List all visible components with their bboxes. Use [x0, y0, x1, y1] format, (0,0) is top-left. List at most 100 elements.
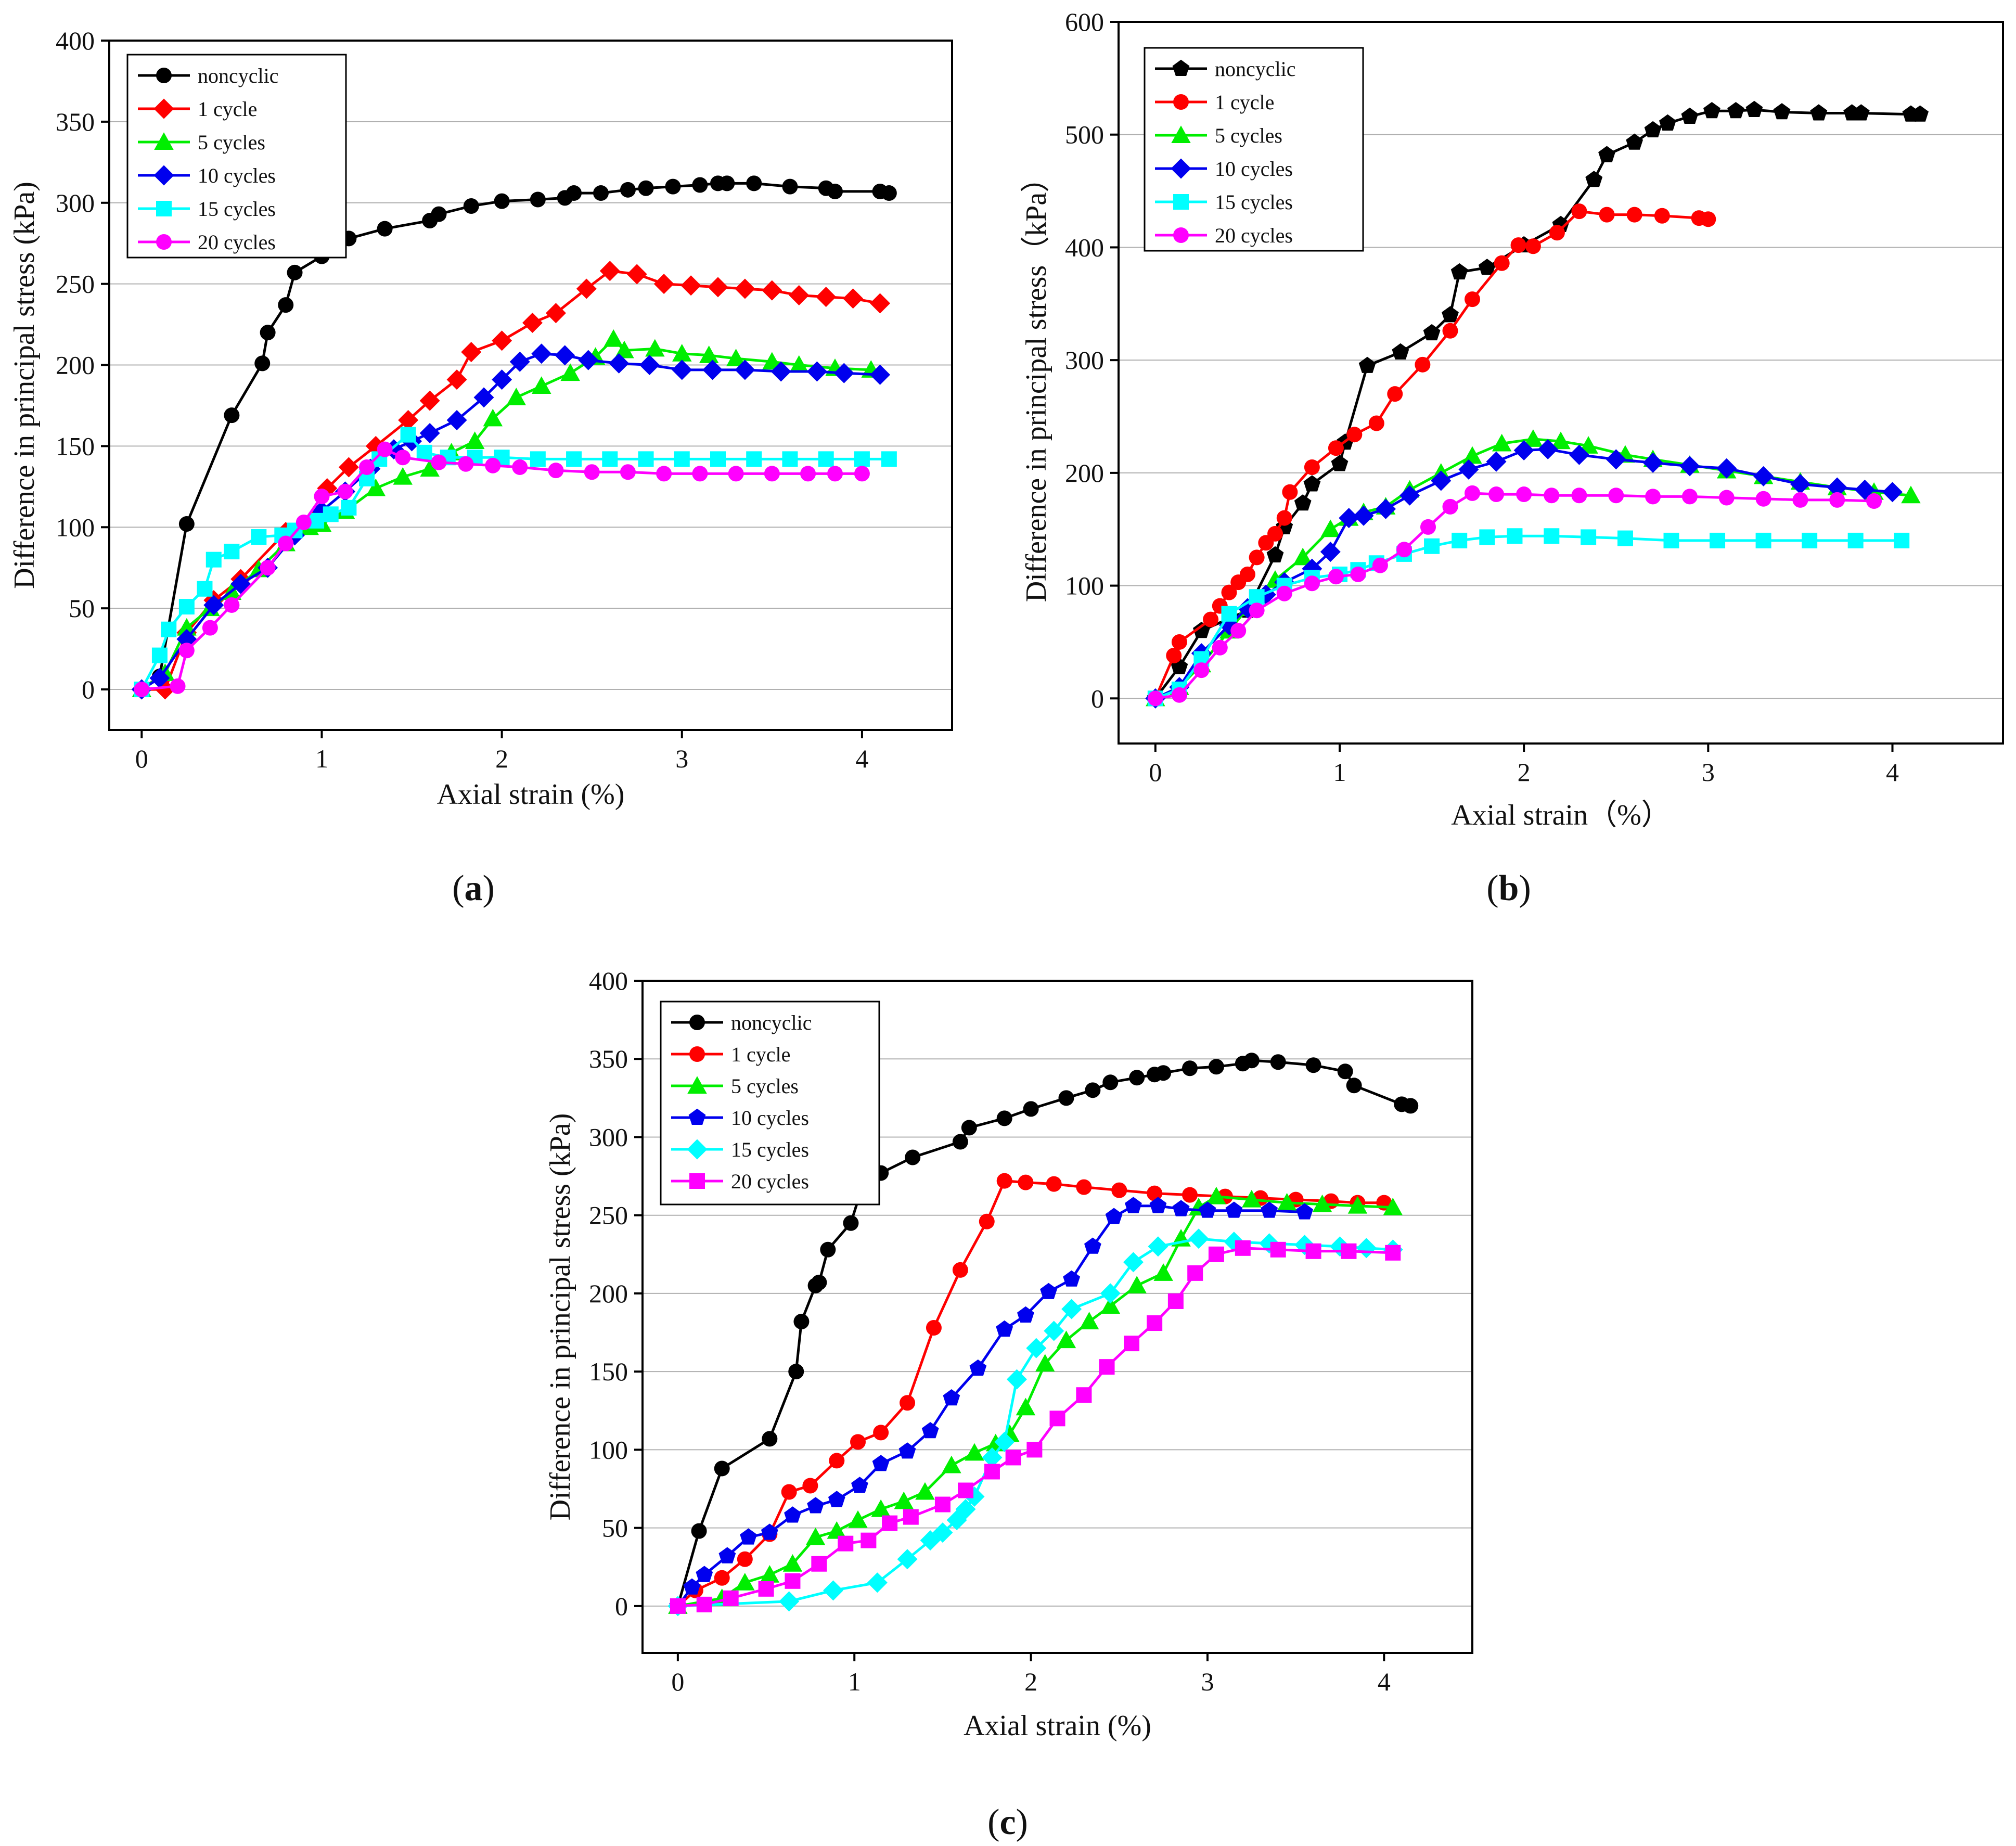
data-point — [1337, 1063, 1353, 1080]
x-tick-label: 2 — [1024, 1667, 1037, 1696]
data-point — [789, 355, 809, 373]
data-point — [296, 514, 312, 530]
data-point — [672, 360, 692, 380]
data-point — [1442, 323, 1458, 339]
data-point — [872, 1455, 890, 1471]
legend-label: noncyclic — [198, 64, 279, 87]
legend-label: 5 cycles — [1215, 124, 1282, 147]
data-point — [1243, 1053, 1260, 1069]
data-point — [1894, 532, 1910, 548]
y-tick-label: 50 — [602, 1514, 628, 1543]
data-point — [1341, 1243, 1357, 1259]
data-point — [254, 355, 271, 371]
data-point — [1866, 493, 1882, 509]
data-point — [420, 459, 440, 477]
chart-c: 0 50 100 150 200 250 300 350 400 0 1 2 3 4 Axial strai… — [544, 966, 1473, 1742]
data-point — [1046, 1176, 1062, 1192]
y-tick-label: 500 — [1065, 120, 1104, 149]
data-point — [900, 1395, 916, 1411]
series-line — [140, 338, 871, 691]
data-point — [492, 369, 512, 390]
data-point — [789, 285, 810, 305]
data-point — [829, 1453, 845, 1469]
x-axis-label: Axial strain (%) — [437, 778, 625, 811]
data-point — [735, 278, 755, 299]
data-point — [811, 1556, 827, 1572]
legend-label: 15 cycles — [198, 197, 276, 221]
data-point — [314, 489, 330, 505]
data-point — [735, 1573, 755, 1591]
data-point — [416, 444, 432, 460]
legend-swatch-marker — [1172, 59, 1190, 76]
data-point — [881, 451, 897, 467]
legend-swatch-marker — [153, 98, 174, 119]
data-point — [1085, 1082, 1101, 1098]
data-point — [1358, 356, 1376, 373]
data-point — [665, 178, 681, 195]
data-point — [1423, 324, 1441, 341]
data-point — [620, 464, 636, 480]
data-point — [1681, 489, 1698, 505]
legend-swatch-marker — [1171, 125, 1191, 143]
data-point — [1703, 102, 1720, 119]
data-point — [699, 345, 719, 363]
data-point — [861, 1532, 877, 1548]
data-point — [1792, 492, 1808, 508]
data-point — [224, 544, 240, 560]
x-tick-label: 1 — [1333, 758, 1346, 787]
legend-label: 10 cycles — [198, 164, 276, 187]
data-point — [1017, 1306, 1034, 1323]
data-point — [1304, 459, 1320, 476]
data-point — [1486, 451, 1507, 472]
series-1-cycle — [1147, 203, 1716, 707]
data-point — [696, 1566, 713, 1582]
data-point — [178, 516, 195, 532]
data-point — [897, 1549, 918, 1570]
series-line — [1154, 534, 1902, 700]
x-tick-label: 3 — [1702, 758, 1715, 787]
data-point — [1188, 1228, 1209, 1249]
data-point — [1147, 690, 1163, 707]
y-tick-label: 350 — [56, 107, 95, 136]
legend-label: 1 cycle — [198, 97, 257, 121]
series-20-cycles — [670, 1240, 1401, 1614]
data-point — [1035, 1354, 1055, 1372]
legend-swatch-marker — [153, 165, 174, 186]
data-point — [942, 1455, 961, 1473]
data-point — [758, 1581, 774, 1597]
data-point — [1462, 446, 1482, 464]
data-point — [1100, 1296, 1121, 1314]
data-point — [982, 1447, 1003, 1468]
data-point — [1571, 488, 1587, 504]
data-point — [1368, 415, 1384, 431]
data-point — [1606, 449, 1626, 470]
data-point — [1208, 1059, 1224, 1075]
data-point — [718, 1547, 736, 1563]
data-point — [1023, 1101, 1039, 1117]
data-point — [178, 643, 195, 659]
data-point — [984, 1464, 1000, 1480]
data-point — [1399, 485, 1420, 506]
legend-swatch-marker — [156, 201, 172, 216]
y-tick-label: 200 — [56, 351, 95, 380]
data-point — [531, 343, 552, 364]
data-point — [1571, 203, 1587, 220]
data-point — [1206, 1186, 1226, 1204]
data-point — [746, 175, 762, 191]
data-point — [170, 678, 186, 694]
data-point — [398, 410, 419, 431]
data-point — [851, 1477, 868, 1493]
data-point — [674, 451, 690, 467]
data-point — [1339, 508, 1359, 529]
data-point — [714, 1570, 730, 1586]
data-point — [419, 422, 440, 443]
y-tick-label: 300 — [589, 1122, 628, 1151]
data-point — [827, 183, 843, 199]
data-point — [1242, 1189, 1262, 1208]
legend-label: 10 cycles — [731, 1106, 809, 1130]
data-point — [653, 274, 674, 294]
data-point — [366, 478, 386, 496]
data-point — [1551, 431, 1571, 450]
y-axis-label: Difference in principal stress (kPa) — [8, 182, 41, 589]
data-point — [1312, 1194, 1332, 1212]
